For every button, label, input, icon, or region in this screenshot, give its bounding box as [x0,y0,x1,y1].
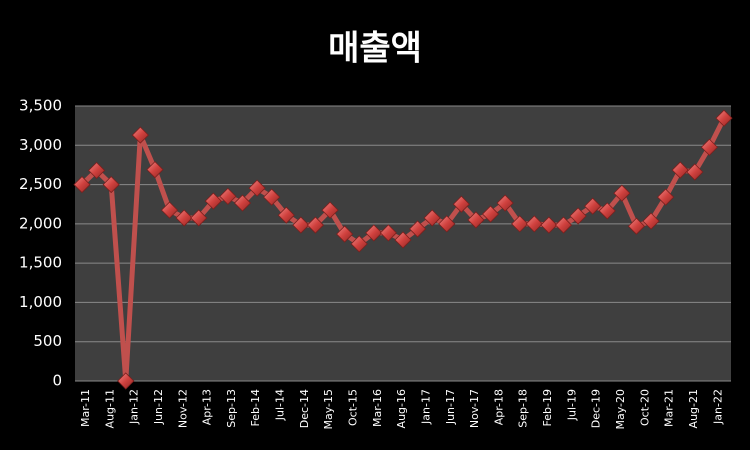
marker [657,188,675,206]
marker [452,195,470,213]
marker [73,176,91,194]
marker [540,216,558,234]
marker [233,194,252,212]
marker [365,224,383,242]
x-tick-label: Jun-12 [152,389,165,425]
y-tick-label: 1,000 [19,293,62,311]
marker [336,225,354,243]
x-tick-label: Jul-14 [274,389,287,421]
x-tick-label: Aug-21 [687,389,700,428]
x-tick-label: Feb-19 [541,389,554,426]
chart-title: 매출액 [328,29,422,69]
x-tick-label: Feb-14 [249,389,262,426]
marker [292,216,310,234]
marker [219,187,237,205]
marker [481,205,500,223]
marker [438,215,456,233]
marker [467,211,485,229]
y-tick-label: 0 [52,372,62,390]
marker [700,138,718,156]
marker [423,209,441,227]
marker [642,212,660,230]
marker [175,209,193,227]
marker [277,206,295,224]
x-tick-label: Nov-17 [468,389,481,428]
x-tick-label: Apr-18 [492,389,505,425]
x-tick-label: Mar-16 [371,389,384,427]
x-tick-label: Nov-12 [176,389,189,428]
marker [117,372,135,390]
marker [584,197,602,215]
marker [613,184,631,202]
x-tick-label: Oct-20 [638,389,651,426]
marker [306,216,325,234]
marker [204,192,222,210]
x-tick-label: May-20 [614,389,627,430]
marker [248,179,266,197]
x-tick-label: Aug-16 [395,389,408,428]
marker [350,235,368,253]
marker [627,217,646,235]
marker [686,163,704,181]
marker [321,201,339,219]
marker [160,201,179,219]
marker [671,161,689,179]
marker [496,194,514,212]
x-tick-label: Oct-15 [347,389,360,426]
marker [102,176,120,194]
x-tick-label: May-15 [322,389,335,430]
x-tick-label: Mar-11 [79,389,92,427]
marker [554,216,573,234]
y-tick-label: 500 [33,332,62,350]
y-tick-label: 3,500 [19,97,62,115]
x-tick-label: Jan-12 [128,389,141,425]
y-tick-label: 1,500 [19,254,62,272]
x-tick-label: Jun-17 [444,389,457,425]
x-tick-label: Mar-21 [663,389,676,427]
y-tick-label: 3,000 [19,136,62,154]
x-tick-label: Dec-19 [590,389,603,428]
x-tick-label: Apr-13 [201,389,214,425]
marker [715,109,733,127]
marker [525,215,543,233]
x-tick-label: Jan-17 [419,389,432,425]
x-tick-label: Jul-19 [565,389,578,421]
x-tick-label: Dec-14 [298,389,311,428]
x-tick-label: Aug-11 [103,389,116,428]
x-tick-label: Sep-18 [517,389,530,428]
marker [190,209,208,227]
marker [569,207,587,225]
marker [146,161,164,179]
x-tick-label: Sep-13 [225,389,238,428]
marker [263,188,281,206]
marker [511,215,529,233]
marker [409,220,427,238]
marker [88,161,106,179]
marker [131,126,149,144]
y-tick-label: 2,000 [19,214,62,232]
y-tick-label: 2,500 [19,175,62,193]
marker [394,231,412,249]
x-tick-label: Jan-22 [711,389,724,425]
marker [379,224,397,242]
marker [598,202,616,220]
